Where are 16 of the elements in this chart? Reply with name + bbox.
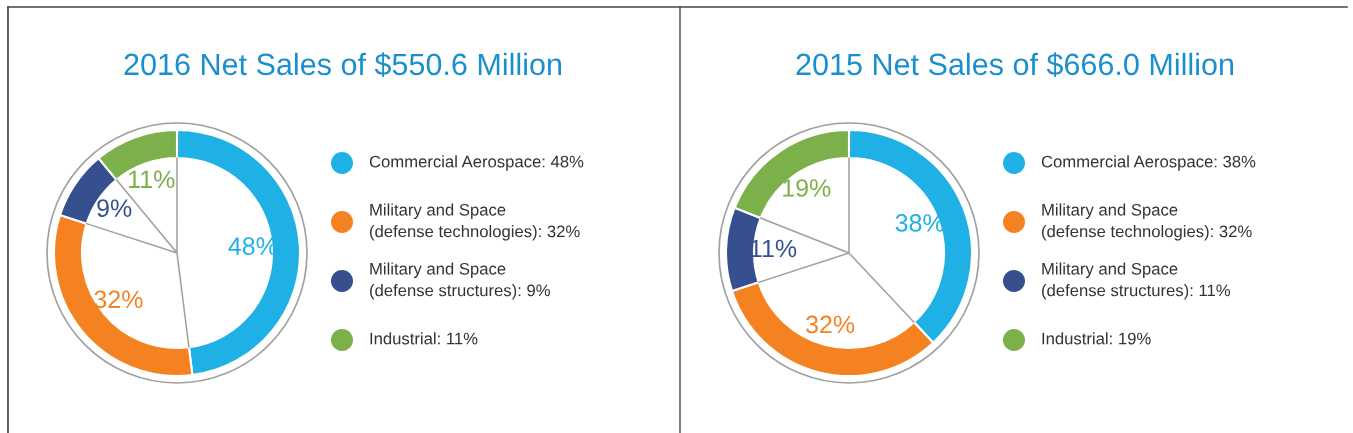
data-label: 11% [129, 170, 175, 189]
legend-label: Commercial Aerospace: 38% [1041, 155, 1256, 171]
data-label: 32% [806, 315, 855, 334]
data-label: 11% [750, 239, 797, 258]
legend-label: Industrial: 11% [370, 332, 478, 345]
data-label: 19% [783, 179, 831, 197]
data-label: 32% [94, 290, 143, 309]
legend-label: Military and Space (defense structures): 11% [1042, 262, 1231, 300]
chart-title: 2016 Net Sales of $550.6 Million [124, 52, 561, 78]
legend-label: Military and Space (defense technologies): 32% [1042, 203, 1252, 241]
legend-label: Military and Space (defense technologies): 32% [370, 203, 580, 241]
legend-label: Commercial Aerospace: 48% [369, 155, 584, 171]
legend-label: Industrial: 19% [1042, 332, 1151, 345]
legend-label: Military and Space (defense structures): 9% [370, 262, 550, 300]
data-label: 9% [97, 199, 132, 217]
chart-title: 2015 Net Sales of $666.0 Million [796, 52, 1233, 78]
